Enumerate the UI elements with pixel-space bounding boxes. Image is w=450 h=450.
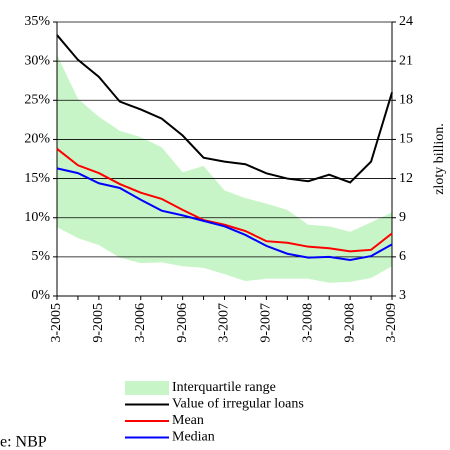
y-tick-label: 20% <box>24 132 50 147</box>
y-tick-label: 15% <box>24 171 50 186</box>
x-tick-label: 3-2005 <box>49 303 64 343</box>
y-tick-label: 10% <box>24 210 50 225</box>
y2-tick-label: 12 <box>399 171 413 186</box>
series-line <box>56 167 393 262</box>
legend-label: Value of irregular loans <box>172 397 304 412</box>
y2-tick-label: 6 <box>399 249 406 264</box>
x-tick-label: 9-2005 <box>91 303 106 343</box>
y2-tick-label: 15 <box>399 132 413 147</box>
legend-label: Interquartile range <box>172 380 276 395</box>
x-tick-label: 9-2008 <box>342 303 357 343</box>
y-tick-label: 30% <box>24 53 50 68</box>
x-tick-label: 3-2006 <box>133 303 148 343</box>
x-tick-label: 3-2009 <box>384 303 399 343</box>
legend-swatch <box>125 381 169 395</box>
legend-label: Mean <box>172 413 204 428</box>
y-tick-label: 0% <box>31 288 50 303</box>
y2-tick-label: 18 <box>399 93 413 108</box>
series-line <box>56 148 393 253</box>
y-tick-label: 25% <box>24 93 50 108</box>
y-tick-label: 5% <box>31 249 50 264</box>
series-line <box>56 34 393 184</box>
x-tick-label: 9-2007 <box>259 303 274 343</box>
source: e: NBP <box>0 434 47 450</box>
y2-tick-label: 3 <box>399 288 406 303</box>
x-tick-label: 3-2007 <box>217 303 232 343</box>
y2-tick-label: 9 <box>399 210 406 225</box>
x-tick-label: 9-2006 <box>175 303 190 343</box>
y2-axis-label: zloty billion. <box>432 123 447 195</box>
x-tick-label: 3-2008 <box>300 303 315 343</box>
iqr-band <box>57 54 392 283</box>
y-tick-label: 35% <box>24 14 50 29</box>
y2-tick-label: 21 <box>399 53 413 68</box>
y2-tick-label: 24 <box>399 14 413 29</box>
legend-label: Median <box>172 430 215 445</box>
